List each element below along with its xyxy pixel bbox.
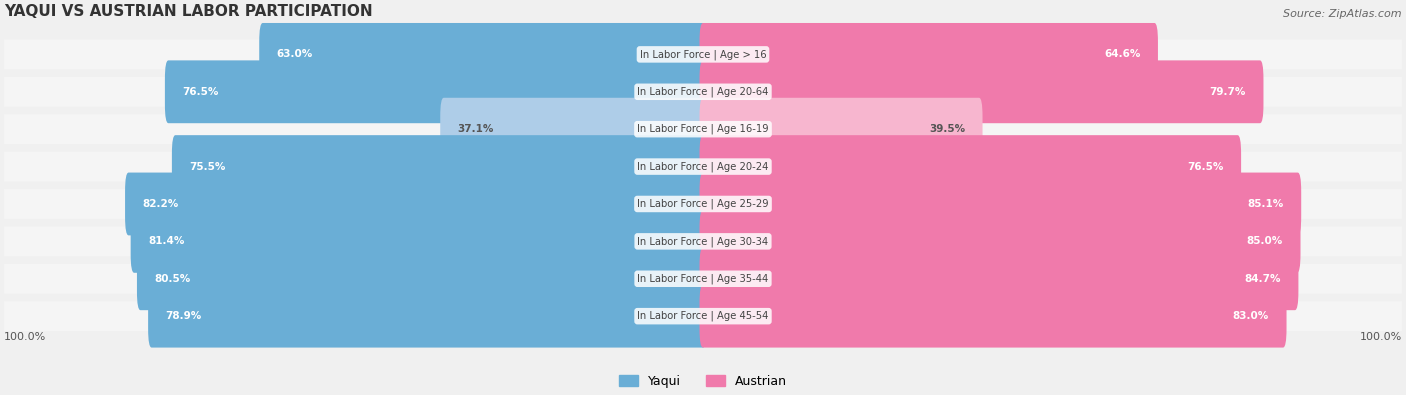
- FancyBboxPatch shape: [4, 301, 1402, 331]
- Legend: Yaqui, Austrian: Yaqui, Austrian: [614, 370, 792, 393]
- FancyBboxPatch shape: [4, 152, 1402, 182]
- FancyBboxPatch shape: [700, 210, 1301, 273]
- Text: In Labor Force | Age 35-44: In Labor Force | Age 35-44: [637, 273, 769, 284]
- FancyBboxPatch shape: [4, 40, 1402, 70]
- Text: 63.0%: 63.0%: [277, 49, 314, 59]
- Text: 79.7%: 79.7%: [1209, 87, 1246, 97]
- Text: In Labor Force | Age 45-54: In Labor Force | Age 45-54: [637, 311, 769, 322]
- FancyBboxPatch shape: [4, 226, 1402, 256]
- FancyBboxPatch shape: [700, 173, 1301, 235]
- Text: In Labor Force | Age 16-19: In Labor Force | Age 16-19: [637, 124, 769, 134]
- Text: 39.5%: 39.5%: [929, 124, 965, 134]
- FancyBboxPatch shape: [165, 60, 706, 123]
- FancyBboxPatch shape: [125, 173, 706, 235]
- Text: 76.5%: 76.5%: [183, 87, 219, 97]
- FancyBboxPatch shape: [700, 23, 1159, 86]
- FancyBboxPatch shape: [259, 23, 706, 86]
- Text: 75.5%: 75.5%: [190, 162, 226, 171]
- Text: Source: ZipAtlas.com: Source: ZipAtlas.com: [1284, 9, 1402, 19]
- FancyBboxPatch shape: [4, 264, 1402, 294]
- FancyBboxPatch shape: [700, 135, 1241, 198]
- Text: In Labor Force | Age 30-34: In Labor Force | Age 30-34: [637, 236, 769, 246]
- Text: In Labor Force | Age 20-24: In Labor Force | Age 20-24: [637, 161, 769, 172]
- Text: 81.4%: 81.4%: [148, 236, 184, 246]
- FancyBboxPatch shape: [172, 135, 706, 198]
- Text: 76.5%: 76.5%: [1187, 162, 1223, 171]
- Text: 64.6%: 64.6%: [1104, 49, 1140, 59]
- Text: 100.0%: 100.0%: [4, 332, 46, 342]
- Text: 83.0%: 83.0%: [1233, 311, 1270, 321]
- FancyBboxPatch shape: [700, 98, 983, 161]
- FancyBboxPatch shape: [4, 114, 1402, 144]
- Text: 100.0%: 100.0%: [1360, 332, 1402, 342]
- FancyBboxPatch shape: [4, 189, 1402, 219]
- FancyBboxPatch shape: [136, 247, 706, 310]
- FancyBboxPatch shape: [131, 210, 706, 273]
- Text: In Labor Force | Age 20-64: In Labor Force | Age 20-64: [637, 87, 769, 97]
- Text: In Labor Force | Age 25-29: In Labor Force | Age 25-29: [637, 199, 769, 209]
- FancyBboxPatch shape: [4, 77, 1402, 107]
- FancyBboxPatch shape: [700, 285, 1286, 348]
- Text: In Labor Force | Age > 16: In Labor Force | Age > 16: [640, 49, 766, 60]
- Text: 82.2%: 82.2%: [142, 199, 179, 209]
- Text: 85.0%: 85.0%: [1247, 236, 1284, 246]
- FancyBboxPatch shape: [148, 285, 706, 348]
- FancyBboxPatch shape: [440, 98, 706, 161]
- FancyBboxPatch shape: [700, 247, 1298, 310]
- Text: 84.7%: 84.7%: [1244, 274, 1281, 284]
- Text: 78.9%: 78.9%: [166, 311, 202, 321]
- Text: 37.1%: 37.1%: [458, 124, 494, 134]
- Text: 85.1%: 85.1%: [1247, 199, 1284, 209]
- Text: 80.5%: 80.5%: [155, 274, 191, 284]
- FancyBboxPatch shape: [700, 60, 1264, 123]
- Text: YAQUI VS AUSTRIAN LABOR PARTICIPATION: YAQUI VS AUSTRIAN LABOR PARTICIPATION: [4, 4, 373, 19]
